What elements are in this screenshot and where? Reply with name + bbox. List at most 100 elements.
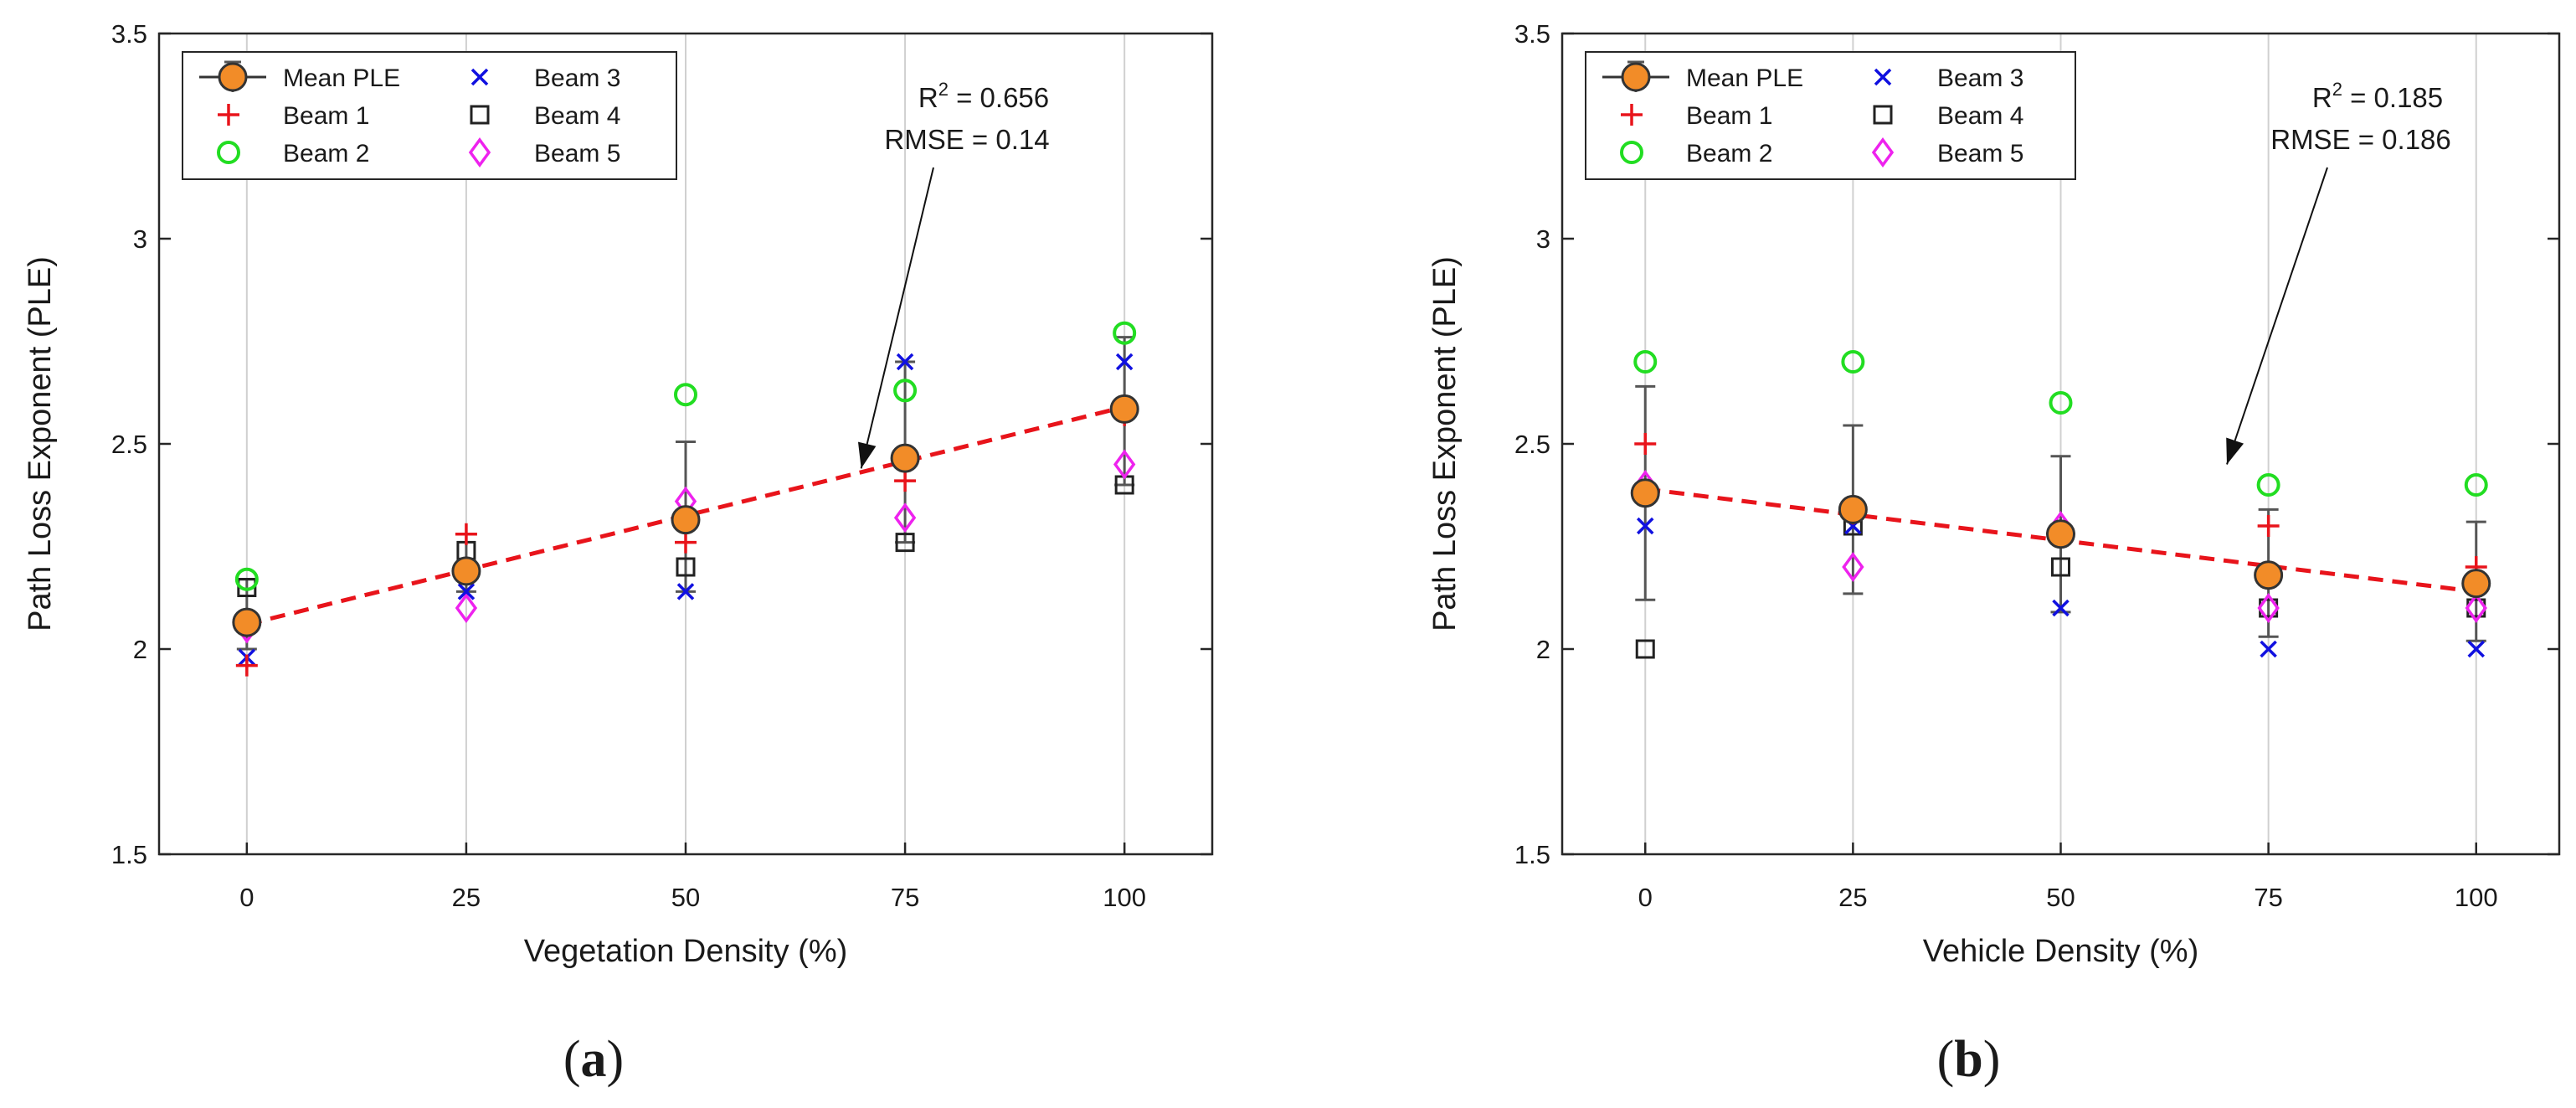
point-mean-ple	[1838, 494, 1868, 524]
point-beam-2	[2049, 391, 2073, 415]
legend-box	[1585, 51, 2076, 180]
y-axis-label: Path Loss Exponent (PLE)	[1427, 256, 1463, 631]
legend-label-mean-ple: Mean PLE	[1686, 64, 1803, 92]
annotation-arrowhead	[2226, 437, 2244, 465]
point-beam-5	[893, 502, 917, 533]
chart-panel-a: 1.5 2 2.5 3 3.5 0 25 50 75 100 Vegetation Density …	[23, 19, 1214, 1088]
legend-label-beam-4: Beam 4	[534, 102, 620, 130]
legend-marker-mean-ple	[218, 62, 248, 92]
legend-label-beam-1: Beam 1	[283, 102, 369, 130]
point-mean-ple	[1109, 394, 1139, 424]
x-tick-label: 75	[2254, 883, 2282, 912]
x-tick-label: 100	[1103, 883, 1146, 912]
point-mean-ple	[451, 556, 481, 586]
point-beam-3-b	[2052, 599, 2070, 617]
r2-annotation: R2 = 0.185	[2312, 79, 2443, 113]
x-tick-label: 0	[239, 883, 254, 912]
point-beam-5	[455, 593, 478, 623]
point-mean-ple	[232, 607, 262, 637]
legend-box	[182, 51, 677, 180]
rmse-annotation: RMSE = 0.14	[884, 124, 1049, 155]
point-beam-5	[2257, 593, 2280, 623]
point-beam-2	[2256, 473, 2280, 497]
point-beam-2	[2464, 473, 2488, 497]
legend-marker-beam-2	[217, 141, 240, 164]
y-tick-label: 2	[1536, 635, 1550, 664]
point-mean-ple	[2461, 569, 2491, 599]
legend-label-beam-3: Beam 3	[1937, 64, 2023, 92]
legend: Mean PLE Beam 3 Beam 1 Beam 4 Beam 2 Beam 5	[182, 51, 677, 180]
legend: Mean PLE Beam 3 Beam 1 Beam 4 Beam 2 Beam 5	[1585, 51, 2076, 180]
point-beam-5	[2465, 593, 2487, 623]
y-tick-label: 2.5	[1514, 430, 1550, 459]
y-tick-label: 3	[1536, 224, 1550, 254]
point-beam-2	[234, 567, 259, 591]
y-tick-label: 1.5	[111, 840, 147, 869]
y-tick-label: 2.5	[111, 430, 147, 459]
x-axis-label: Vehicle Density (%)	[1923, 934, 2198, 969]
point-mean-ple	[671, 505, 701, 535]
legend-label-mean-ple: Mean PLE	[283, 64, 400, 92]
panel-label: (a)	[563, 1031, 624, 1088]
point-mean-ple	[890, 443, 920, 473]
legend-marker-beam-2	[1620, 141, 1643, 164]
legend-label-beam-3: Beam 3	[534, 64, 620, 92]
legend-marker-beam-5	[468, 137, 491, 167]
legend-label-beam-4: Beam 4	[1937, 102, 2023, 130]
y-tick-label: 3	[133, 224, 147, 254]
legend-marker-beam-5	[1871, 137, 1895, 167]
point-beam-4	[895, 533, 915, 553]
fit-annotation: R2 = 0.185 RMSE = 0.186	[2226, 79, 2451, 465]
legend-label-beam-2: Beam 2	[283, 140, 369, 167]
legend-label-beam-1: Beam 1	[1686, 102, 1772, 130]
point-beam-4	[2051, 557, 2070, 577]
x-tick-label: 50	[2046, 883, 2075, 912]
point-beam-2	[1841, 350, 1865, 374]
legend-marker-mean-ple	[1621, 62, 1651, 92]
annotation-arrow	[2226, 167, 2328, 465]
fit-annotation: R2 = 0.656 RMSE = 0.14	[857, 79, 1050, 469]
point-beam-3-b	[676, 583, 695, 600]
point-beam-2	[1633, 350, 1658, 374]
legend-label-beam-5: Beam 5	[1937, 140, 2023, 167]
point-beam-3-b	[2260, 640, 2277, 658]
point-beam-2	[893, 379, 918, 403]
annotation-arrowhead	[857, 441, 877, 469]
point-beam-4	[237, 578, 257, 597]
legend-marker-beam-3-b	[470, 68, 489, 86]
x-tick-label: 50	[671, 883, 700, 912]
chart-panel-b: 1.5 2 2.5 3 3.5 0 25 50 75 100 Vehicle Density (%)…	[1427, 19, 2561, 1088]
r2-annotation: R2 = 0.656	[918, 79, 1049, 113]
x-tick-label: 100	[2455, 883, 2498, 912]
y-tick-label: 1.5	[1514, 840, 1550, 869]
point-mean-ple	[2046, 519, 2075, 549]
point-beam-3-b	[457, 583, 476, 600]
panel-label: (b)	[1937, 1031, 2001, 1088]
point-mean-ple	[2254, 560, 2284, 590]
point-beam-3-b	[896, 353, 914, 371]
point-beam-5	[1113, 449, 1136, 480]
fit-line	[246, 405, 1125, 627]
legend-marker-beam-4	[470, 105, 490, 125]
y-tick-label: 3.5	[111, 19, 147, 49]
rmse-annotation: RMSE = 0.186	[2270, 124, 2451, 155]
legend-marker-beam-3-b	[1874, 68, 1892, 86]
y-axis-label: Path Loss Exponent (PLE)	[23, 256, 58, 631]
y-tick-label: 2	[133, 635, 147, 664]
point-beam-4	[676, 557, 696, 577]
point-beam-4	[1635, 639, 1655, 659]
x-axis-label: Vegetation Density (%)	[524, 934, 848, 969]
annotation-arrow	[860, 167, 934, 469]
legend-marker-beam-4	[1873, 105, 1893, 125]
point-beam-5	[1842, 552, 1864, 582]
x-tick-label: 75	[891, 883, 919, 912]
x-tick-label: 0	[1638, 883, 1653, 912]
y-tick-label: 3.5	[1514, 19, 1550, 49]
point-beam-3-b	[2467, 640, 2485, 658]
x-tick-label: 25	[452, 883, 481, 912]
point-beam-2	[1113, 321, 1137, 345]
point-mean-ple	[1630, 478, 1660, 508]
point-beam-3-b	[1637, 517, 1654, 535]
legend-label-beam-5: Beam 5	[534, 140, 620, 167]
